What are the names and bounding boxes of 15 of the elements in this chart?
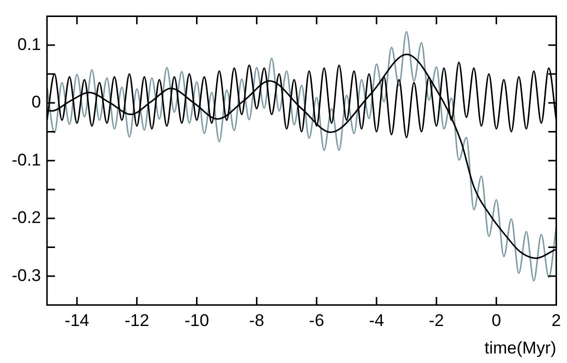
y-tick-label: -0.1 [12,150,41,170]
x-tick-label: -4 [368,310,384,330]
x-tick-label: -6 [309,310,324,330]
x-tick-label: -2 [428,310,444,330]
x-axis-title: time(Myr) [484,338,556,358]
x-tick-label: 2 [552,310,562,330]
x-tick-label: -14 [64,310,90,330]
x-tick-label: 0 [492,310,502,330]
y-tick-label: 0.1 [17,34,41,54]
x-tick-label: -12 [124,310,150,330]
y-tick-label: 0 [32,92,41,112]
y-tick-label: -0.3 [12,266,41,285]
y-tick-label: -0.2 [12,208,41,228]
x-tick-label: -10 [184,310,210,330]
x-tick-label: -8 [249,310,264,330]
